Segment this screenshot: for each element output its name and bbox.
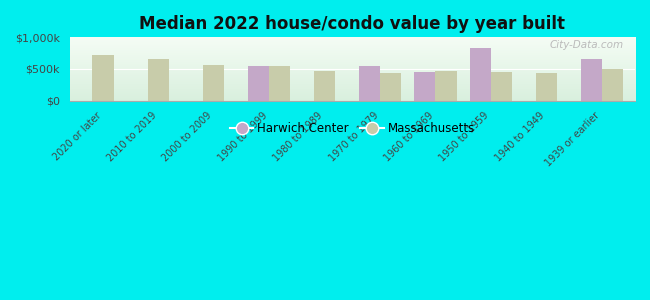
Bar (314, 71, 335, 100)
Bar (436, 71, 456, 100)
Legend: Harwich Center, Massachusetts: Harwich Center, Massachusetts (225, 118, 480, 140)
Title: Median 2022 house/condo value by year built: Median 2022 house/condo value by year bu… (139, 15, 566, 33)
Bar (359, 66, 380, 100)
Bar (536, 73, 557, 101)
Bar (248, 66, 269, 100)
Bar (380, 73, 401, 101)
Bar (415, 72, 436, 101)
Bar (148, 59, 169, 100)
Bar (491, 72, 512, 100)
Text: City-Data.com: City-Data.com (549, 40, 624, 50)
Bar (203, 65, 224, 100)
Bar (470, 48, 491, 100)
Bar (602, 69, 623, 100)
Bar (92, 55, 114, 100)
Bar (269, 66, 291, 100)
Bar (580, 59, 602, 100)
